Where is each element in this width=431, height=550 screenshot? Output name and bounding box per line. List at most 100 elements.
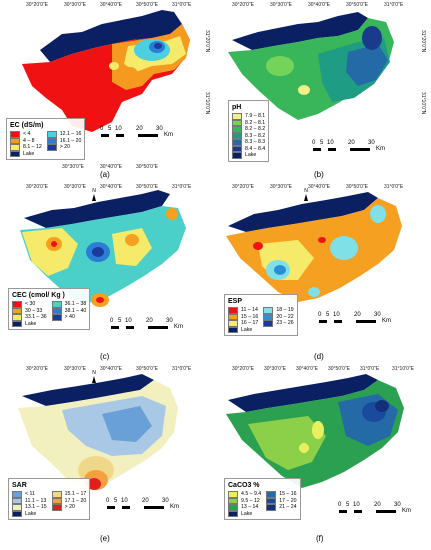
scale-bar-cec: 0 5 10 20 30 Km: [110, 318, 190, 330]
cec-map: [20, 190, 186, 307]
scale-tick: 20: [142, 498, 149, 504]
cec-lake: [24, 190, 170, 228]
coord-label: 30°20'0"E: [232, 366, 254, 372]
scale-tick: 10: [115, 126, 122, 132]
ph-zone-yellow: [298, 85, 310, 95]
legend-item: 4.5 – 9.4: [228, 491, 261, 498]
legend-swatch: [232, 152, 242, 159]
scale-tick: 30: [162, 498, 169, 504]
sar-map: [18, 374, 178, 490]
esp-zone-lightblue-2: [330, 236, 358, 260]
north-arrow-icon: [304, 194, 308, 201]
scale-tick: 10: [125, 318, 132, 324]
legend-item: 15 – 16: [266, 491, 297, 498]
scale-tick: 30: [166, 318, 173, 324]
ec-lake: [40, 10, 182, 62]
scale-tick: 10: [333, 312, 340, 318]
panel-label: (e): [100, 534, 110, 543]
panel-label: (d): [314, 352, 324, 361]
esp-map: [226, 192, 402, 302]
legend-item: 20 – 22: [263, 313, 294, 320]
ec-map: [22, 10, 190, 132]
scale-bar-ph: 0 5 10 20 30 Km: [312, 140, 392, 152]
legend-item: 16 – 17: [228, 320, 258, 327]
legend-item: 8.1 – 12: [10, 144, 42, 151]
sar-lake: [22, 374, 154, 406]
coord-label: 30°40'0"E: [100, 184, 122, 190]
ph-zone-blue: [346, 44, 388, 86]
coord-label: 31°0'0"E: [172, 2, 192, 8]
scale-unit: Km: [174, 324, 183, 330]
legend-title: CaCO3 %: [228, 482, 260, 489]
legend-swatch: [228, 510, 238, 517]
map-panel-ec: 30°20'0"E 30°30'0"E 30°40'0"E 30°50'0"E …: [2, 2, 211, 181]
legend-item: 12.1 – 16: [46, 131, 81, 138]
scale-tick: 0: [110, 318, 114, 324]
legend-item: 17 – 20: [266, 497, 297, 504]
legend-title: CEC (cmol/ Kg ): [12, 292, 65, 299]
scale-unit: Km: [376, 146, 385, 152]
caco3-spot-yellow-2: [299, 443, 309, 453]
coord-label: 30°40'0"E: [296, 366, 318, 372]
legend-item: 13.1 – 15: [12, 504, 47, 511]
coord-label: 31°10'0"N: [204, 92, 210, 115]
scale-tick: 20: [136, 126, 143, 132]
legend-swatch: [232, 113, 242, 120]
ph-zone-green: [228, 18, 394, 120]
legend-swatch: [232, 132, 242, 139]
coord-label: 31°20'0"N: [204, 30, 210, 53]
scale-tick: 5: [108, 126, 112, 132]
north-arrow-sar: N: [92, 370, 96, 383]
legend-swatch: [46, 131, 57, 138]
coord-label: 30°30'0"E: [64, 2, 86, 8]
legend-swatch: [228, 313, 238, 320]
legend-swatch: [12, 314, 22, 321]
esp-spot-red-2: [318, 237, 326, 243]
legend-sar: SAR < 11 15.1 – 17 11.1 – 13 17.1 – 20 1…: [8, 478, 91, 520]
legend-title: pH: [232, 104, 242, 111]
coord-label: 30°50'0"E: [328, 366, 350, 372]
legend-swatch: [266, 491, 277, 498]
legend-swatch: [228, 504, 238, 511]
legend-item: 23 – 26: [263, 320, 294, 327]
legend-swatch: [10, 131, 20, 138]
legend-item: 33.1 – 36: [12, 314, 47, 321]
legend-ec: EC (dS/m) < 4 12.1 – 16 4 – 8 16.1 – 20 …: [6, 118, 86, 160]
scale-tick: 30: [374, 312, 381, 318]
coord-label: 30°50'0"E: [136, 184, 158, 190]
coord-label: 30°20'0"E: [232, 184, 254, 190]
legend-item: 18 – 19: [263, 307, 294, 314]
legend-swatch: [263, 307, 274, 314]
legend-item: 9.5 – 12: [228, 497, 261, 504]
map-panel-esp: 30°20'0"E 30°30'0"E 30°40'0"E 30°50'0"E …: [218, 184, 427, 363]
coord-label: 30°50'0"E: [136, 2, 158, 8]
coord-label: 30°50'0"E: [136, 164, 158, 170]
legend-title: ESP: [228, 298, 243, 305]
map-panel-cec: 30°20'0"E 30°30'0"E 30°40'0"E 30°50'0"E …: [2, 184, 211, 363]
north-arrow-cec: N: [92, 188, 96, 201]
coord-label: 30°30'0"E: [62, 164, 84, 170]
scale-tick: 30: [156, 126, 163, 132]
legend-item: 7.9 – 8.1: [232, 113, 265, 120]
cec-spot-orange-2: [125, 234, 139, 246]
legend-swatch: [12, 307, 22, 314]
legend-swatch: [232, 139, 242, 146]
coord-label: 30°30'0"E: [270, 184, 292, 190]
scale-tick: 5: [326, 312, 330, 318]
sar-zone-red: [87, 478, 101, 490]
legend-item: 8.3 – 8.3: [232, 139, 265, 146]
legend-item: 8.3 – 8.2: [232, 132, 265, 139]
legend-swatch: [51, 301, 62, 308]
scale-tick: 0: [338, 502, 342, 508]
sar-zone-blue: [102, 406, 152, 442]
scale-tick: 20: [354, 312, 361, 318]
cec-spot-orange-3: [166, 208, 178, 220]
scale-bar-ec: 0 5 10 20 30 Km: [100, 126, 180, 138]
map-panel-caco3: 30°20'0"E 30°30'0"E 30°40'0"E 30°50'0"E …: [218, 366, 427, 545]
legend-swatch: [12, 491, 22, 498]
legend-swatch: [228, 320, 238, 327]
legend-item: 8.2 – 8.2: [232, 126, 265, 133]
legend-swatch: [12, 504, 22, 511]
esp-zone-blue: [274, 265, 286, 275]
legend-item: 8.4 – 8.4: [232, 145, 265, 152]
